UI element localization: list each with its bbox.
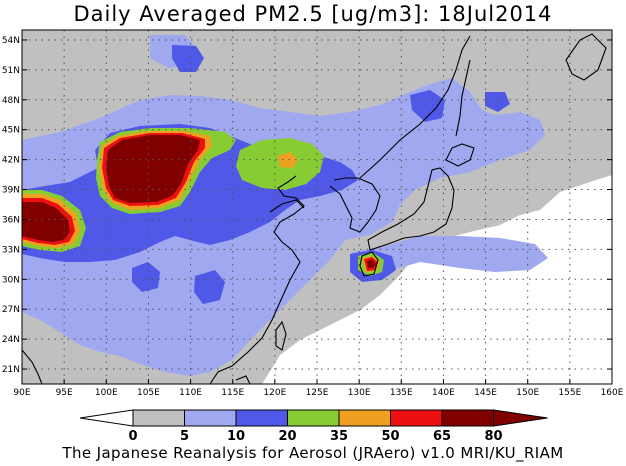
lon-tick-label: 110E <box>179 388 202 398</box>
colorbar-level-label: 0 <box>128 429 137 444</box>
lat-tick-label: 27N <box>2 305 20 315</box>
credit-line: The Japanese Reanalysis for Aerosol (JRA… <box>62 444 564 462</box>
colorbar-max-tip <box>493 409 548 427</box>
lon-tick-label: 145E <box>474 388 497 398</box>
china-coastline <box>209 175 305 384</box>
colorbar-level-label: 35 <box>330 429 348 444</box>
lon-tick-label: 90E <box>13 388 30 398</box>
lat-tick-label: 42N <box>2 156 20 166</box>
chart-title: Daily Averaged PM2.5 [ug/m3]: 18Jul2014 <box>73 2 553 26</box>
pm25-band-80-plus <box>22 135 376 268</box>
colorbar-swatch <box>441 409 494 427</box>
colorbar-swatch <box>235 409 288 427</box>
sakhalin-coastline <box>455 59 471 137</box>
india-coastline <box>22 349 43 384</box>
lon-tick-label: 105E <box>137 388 160 398</box>
colorbar-swatch <box>338 409 391 427</box>
colorbar-swatch <box>184 409 237 427</box>
lat-tick-label: 33N <box>2 245 20 255</box>
lon-tick-label: 115E <box>221 388 244 398</box>
colorbar-level-label: 20 <box>278 429 296 444</box>
colorbar-min-tip <box>79 409 134 427</box>
colorbar-level-label: 65 <box>433 429 451 444</box>
russia-coastline <box>359 35 471 179</box>
longitude-ticks: 90E 95E 100E 105E 110E 115E 120E 125E 130E 135E 14… <box>13 379 624 398</box>
lat-tick-label: 39N <box>2 186 20 196</box>
map-gridlines <box>22 30 612 384</box>
hainan-coastline <box>235 375 251 384</box>
colorbar-level-label: 80 <box>484 429 502 444</box>
lon-tick-label: 100E <box>95 388 118 398</box>
lat-tick-label: 30N <box>2 275 20 285</box>
colorbar-swatch <box>132 409 185 427</box>
lat-tick-label: 45N <box>2 126 20 136</box>
lat-tick-label: 51N <box>2 66 20 76</box>
colorbar-level-label: 10 <box>227 429 245 444</box>
lon-tick-label: 95E <box>56 388 73 398</box>
lon-tick-label: 135E <box>390 388 413 398</box>
colorbar-swatch <box>390 409 443 427</box>
colorbar: 0 5 10 20 35 50 65 80 <box>79 409 548 444</box>
korea-coastline <box>329 177 381 233</box>
lon-tick-label: 130E <box>348 388 371 398</box>
kyushu-coastline <box>359 251 379 277</box>
lon-tick-label: 120E <box>263 388 286 398</box>
lat-tick-label: 54N <box>2 36 20 46</box>
colorbar-level-label: 50 <box>381 429 399 444</box>
coastlines <box>22 33 607 384</box>
honshu-coastline <box>367 167 455 251</box>
lat-tick-label: 24N <box>2 335 20 345</box>
lon-tick-label: 125E <box>306 388 329 398</box>
taiwan-coastline <box>275 320 287 351</box>
lat-tick-label: 48N <box>2 96 20 106</box>
lon-tick-label: 150E <box>516 388 539 398</box>
lon-tick-label: 155E <box>558 388 581 398</box>
kamchatka-coastline <box>565 33 607 81</box>
colorbar-level-label: 5 <box>180 429 189 444</box>
lat-tick-label: 21N <box>2 365 20 375</box>
hokkaido-coastline <box>445 143 475 167</box>
lat-tick-label: 36N <box>2 215 20 225</box>
bohai-coastline <box>269 199 305 213</box>
lon-tick-label: 160E <box>601 388 624 398</box>
latitude-ticks: 21N 24N 27N 30N 33N 36N 39N 42N 45N 48N 51N 54N <box>2 36 612 375</box>
lon-tick-label: 140E <box>432 388 455 398</box>
colorbar-swatch <box>287 409 340 427</box>
